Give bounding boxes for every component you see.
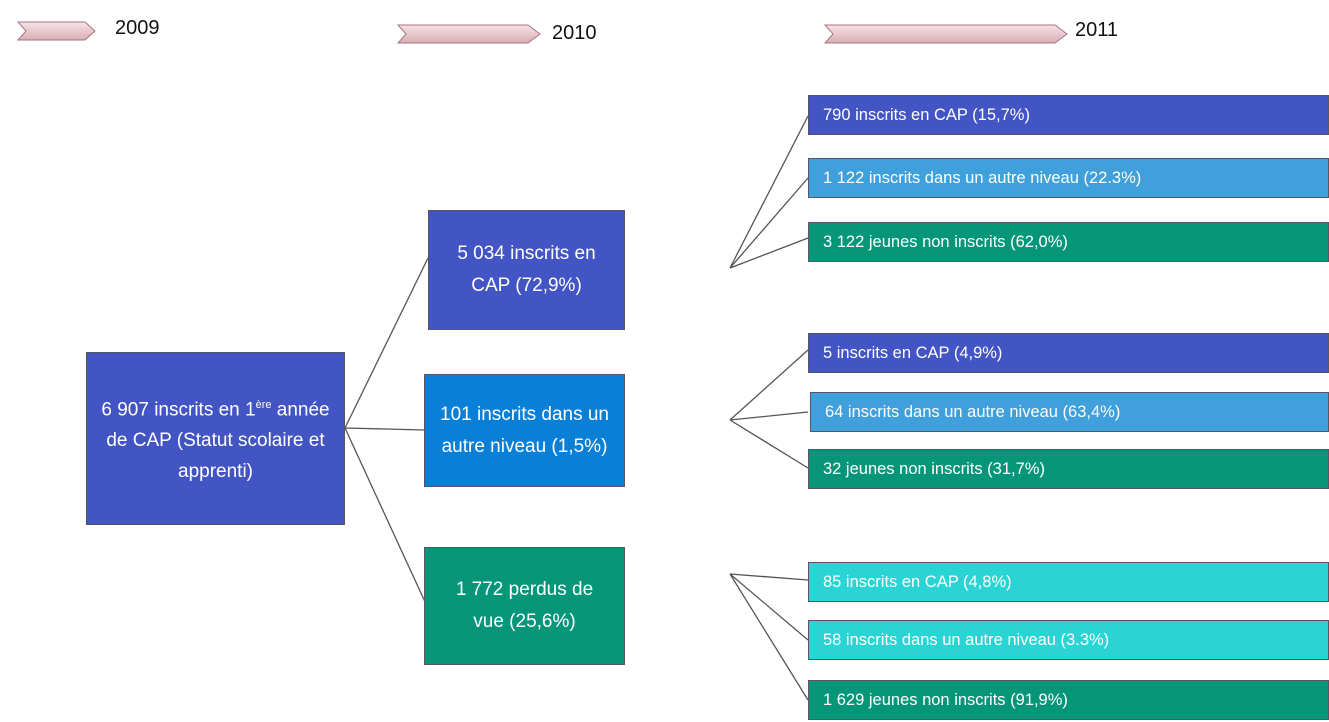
level3-node: 64 inscrits dans un autre niveau (63,4%)	[810, 392, 1329, 432]
level3-node: 58 inscrits dans un autre niveau (3.3%)	[808, 620, 1329, 660]
level3-node: 32 jeunes non inscrits (31,7%)	[808, 449, 1329, 489]
level3-node: 5 inscrits en CAP (4,9%)	[808, 333, 1329, 373]
level3-node: 1 122 inscrits dans un autre niveau (22.…	[808, 158, 1329, 198]
text: année de CAP (Statut scolaire et apprent…	[106, 399, 330, 483]
level3-node: 1 629 jeunes non inscrits (91,9%)	[808, 680, 1329, 720]
level3-node: 85 inscrits en CAP (4,8%)	[808, 562, 1329, 602]
lines	[344, 115, 809, 701]
level2-node: 1 772 perdus de vue (25,6%)	[424, 547, 625, 665]
year: 2011	[1075, 19, 1119, 41]
level3-node: 3 122 jeunes non inscrits (62,0%)	[808, 222, 1329, 262]
level2-node: 101 inscrits dans un autre niveau (1,5%)	[424, 374, 625, 487]
arrow	[16, 21, 96, 41]
root-node: 6 907 inscrits en 1ère année de CAP (Sta…	[86, 352, 345, 525]
text: ère	[255, 398, 272, 411]
year: 2009	[115, 17, 160, 39]
year: 2010	[552, 22, 597, 44]
arrow	[823, 24, 1068, 44]
arrow	[396, 24, 541, 44]
level3-node: 790 inscrits en CAP (15,7%)	[808, 95, 1329, 135]
level2-node: 5 034 inscrits en CAP (72,9%)	[428, 210, 625, 330]
text: 6 907 inscrits en 1	[101, 399, 256, 421]
